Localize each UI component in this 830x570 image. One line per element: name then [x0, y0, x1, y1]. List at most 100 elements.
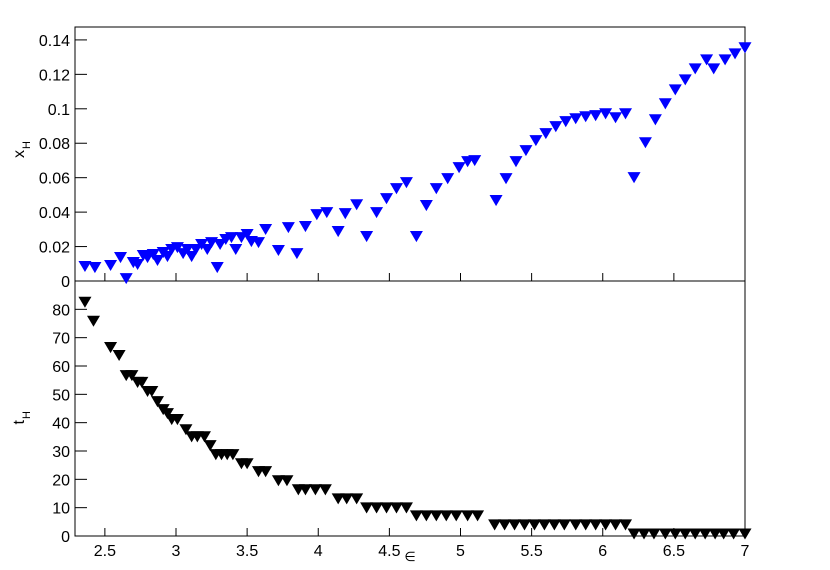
y-tick-label: 0.12 [39, 67, 70, 84]
marker [527, 519, 541, 531]
marker [668, 528, 682, 540]
marker [519, 145, 533, 157]
y-tick-label: 0 [61, 274, 70, 291]
marker [350, 493, 364, 505]
marker [717, 528, 731, 540]
marker [609, 519, 623, 531]
marker [298, 221, 312, 233]
marker [114, 252, 128, 264]
y-tick-label: 0.1 [48, 102, 70, 119]
y-tick-label: 0.14 [39, 33, 70, 50]
marker [340, 493, 354, 505]
marker [557, 519, 571, 531]
marker [707, 63, 721, 75]
marker [498, 519, 512, 531]
marker [318, 484, 332, 496]
marker [185, 251, 199, 263]
x-tick-label: 6.5 [663, 543, 685, 560]
marker [78, 296, 92, 308]
marker [688, 528, 702, 540]
marker [668, 84, 682, 96]
marker [350, 199, 364, 211]
marker [579, 111, 593, 123]
marker [170, 242, 184, 254]
marker [197, 431, 211, 443]
x-tick-label: 4 [314, 543, 323, 560]
marker [537, 519, 551, 531]
marker [637, 528, 651, 540]
marker [509, 156, 523, 168]
marker [718, 54, 732, 66]
marker [678, 74, 692, 86]
marker [281, 222, 295, 234]
marker [439, 510, 453, 522]
marker [380, 193, 394, 205]
marker [310, 209, 324, 221]
x-tick-label: 5.5 [520, 543, 542, 560]
marker [738, 528, 752, 540]
marker [658, 98, 672, 110]
marker [698, 528, 712, 540]
marker [508, 519, 522, 531]
x-tick-label: 5 [456, 543, 465, 560]
marker [180, 243, 194, 256]
marker [499, 173, 513, 185]
marker [360, 231, 374, 243]
marker [226, 449, 240, 461]
marker [559, 116, 573, 128]
marker [429, 510, 443, 522]
marker [370, 502, 384, 514]
marker [452, 162, 466, 174]
marker [647, 528, 661, 540]
marker [599, 108, 613, 120]
x-tick-label: 2.5 [94, 543, 116, 560]
marker [125, 370, 139, 382]
marker [589, 110, 603, 122]
x-tick-label: 4.5 [378, 543, 400, 560]
marker [320, 207, 334, 219]
marker [728, 48, 742, 60]
y-tick-label: 50 [52, 387, 70, 404]
marker [380, 502, 394, 514]
y-title-subscript: H [21, 141, 33, 149]
y-title: x [11, 150, 28, 158]
x-tick-label: 3.5 [236, 543, 258, 560]
marker [151, 254, 165, 267]
marker [86, 315, 100, 327]
marker [259, 223, 273, 236]
marker [648, 114, 662, 126]
y-tick-label: 80 [52, 302, 70, 319]
marker [146, 248, 160, 261]
marker [658, 528, 672, 540]
y-tick-label: 30 [52, 444, 70, 461]
marker [252, 237, 266, 249]
marker [738, 42, 752, 54]
marker [569, 519, 583, 531]
y-axis-title: xH [11, 141, 33, 158]
marker [419, 200, 433, 212]
marker [290, 248, 304, 260]
marker [579, 519, 593, 531]
marker [119, 273, 133, 285]
marker [441, 173, 455, 185]
marker [210, 262, 224, 274]
marker [151, 396, 165, 408]
y-tick-label: 0.06 [39, 171, 70, 188]
marker [409, 510, 423, 522]
marker [529, 135, 543, 147]
marker [627, 528, 641, 540]
marker [471, 510, 485, 522]
marker [688, 63, 702, 75]
marker [449, 510, 463, 522]
marker [708, 528, 722, 540]
marker [547, 519, 561, 531]
marker [727, 528, 741, 540]
x-tick-label: 6 [598, 543, 607, 560]
marker [419, 510, 433, 522]
marker [569, 113, 583, 125]
y-tick-label: 70 [52, 331, 70, 348]
marker [298, 484, 312, 496]
marker [104, 259, 118, 272]
x-tick-label: 3 [172, 543, 181, 560]
marker [104, 342, 118, 354]
